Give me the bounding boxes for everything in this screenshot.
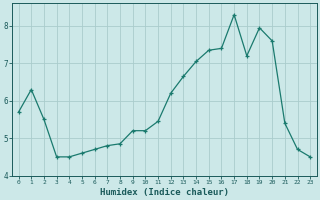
X-axis label: Humidex (Indice chaleur): Humidex (Indice chaleur): [100, 188, 229, 197]
